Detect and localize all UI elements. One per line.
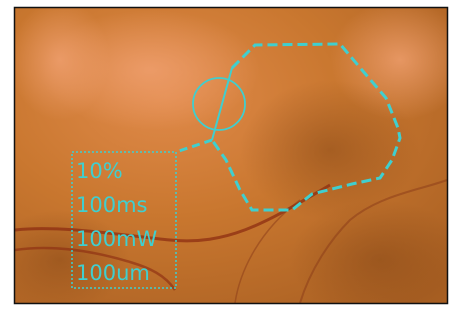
power: 100mW xyxy=(76,227,158,251)
duty-cycle: 10% xyxy=(76,159,123,183)
duration: 100ms xyxy=(76,193,147,217)
page: {"overlay": {"lines": ["10%", "100ms", "… xyxy=(0,0,463,315)
fundus-image xyxy=(0,0,463,315)
spot-size: 100um xyxy=(76,261,150,285)
fundus-view: 10% 100ms 100mW 100um xyxy=(0,0,463,315)
